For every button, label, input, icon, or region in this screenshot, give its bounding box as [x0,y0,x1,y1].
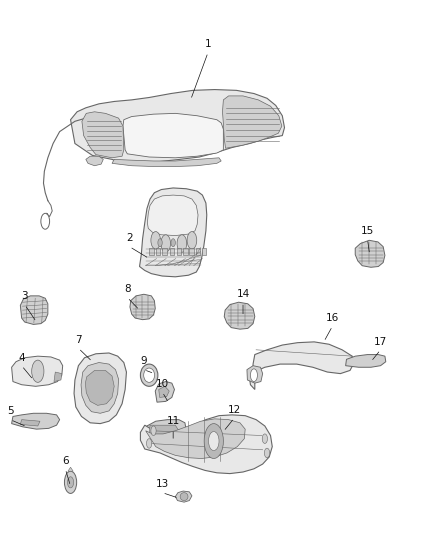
Bar [155,248,160,255]
Ellipse shape [141,364,158,386]
Circle shape [208,432,219,450]
Circle shape [204,424,223,458]
Polygon shape [250,342,353,390]
Polygon shape [12,413,60,429]
Polygon shape [123,114,223,158]
Polygon shape [130,294,155,320]
Polygon shape [74,353,127,424]
Polygon shape [140,188,207,277]
Polygon shape [68,467,73,471]
Polygon shape [224,302,255,329]
Polygon shape [112,158,221,166]
Bar [170,248,174,255]
Circle shape [171,239,175,247]
Polygon shape [71,90,285,163]
Text: 9: 9 [141,357,147,367]
Circle shape [151,231,160,249]
Polygon shape [247,366,263,383]
Polygon shape [155,382,174,402]
Circle shape [177,235,187,252]
Text: 5: 5 [7,407,14,416]
Bar [189,248,194,255]
Circle shape [41,213,49,229]
Polygon shape [85,370,114,406]
Circle shape [67,477,74,488]
Text: 15: 15 [361,225,374,236]
Bar [196,248,200,255]
Text: 7: 7 [75,335,82,345]
Text: 16: 16 [326,313,339,323]
Circle shape [262,434,268,443]
Circle shape [161,235,170,252]
Polygon shape [355,240,385,267]
Circle shape [151,426,156,435]
Bar [183,248,187,255]
Polygon shape [82,112,124,158]
Text: 4: 4 [18,352,25,362]
Polygon shape [54,372,62,382]
Text: 3: 3 [21,292,28,302]
Text: 1: 1 [205,39,212,49]
Bar [177,248,181,255]
Polygon shape [146,419,245,458]
Bar [162,248,166,255]
Circle shape [251,369,258,382]
Polygon shape [149,425,179,437]
Bar [149,248,153,255]
Text: 10: 10 [155,378,169,389]
Text: 13: 13 [155,480,169,489]
Polygon shape [20,419,40,426]
Polygon shape [20,296,48,325]
Polygon shape [12,356,63,386]
Text: 11: 11 [166,416,180,426]
Bar [201,248,206,255]
Polygon shape [175,491,192,502]
Circle shape [265,448,270,458]
Circle shape [64,471,77,494]
Polygon shape [346,354,386,367]
Circle shape [147,439,152,448]
Text: 14: 14 [237,289,250,299]
Polygon shape [141,415,272,474]
Text: 6: 6 [62,456,69,466]
Ellipse shape [144,368,155,382]
Ellipse shape [180,492,188,500]
Polygon shape [148,195,198,236]
Text: 2: 2 [126,233,133,244]
Circle shape [32,360,44,382]
Circle shape [158,239,162,247]
Polygon shape [159,386,169,398]
Polygon shape [86,156,103,166]
Text: 8: 8 [124,284,131,294]
Polygon shape [143,419,186,443]
Text: 17: 17 [374,337,387,346]
Polygon shape [81,362,119,413]
Polygon shape [223,96,282,148]
Circle shape [187,231,197,249]
Text: 12: 12 [228,405,241,415]
